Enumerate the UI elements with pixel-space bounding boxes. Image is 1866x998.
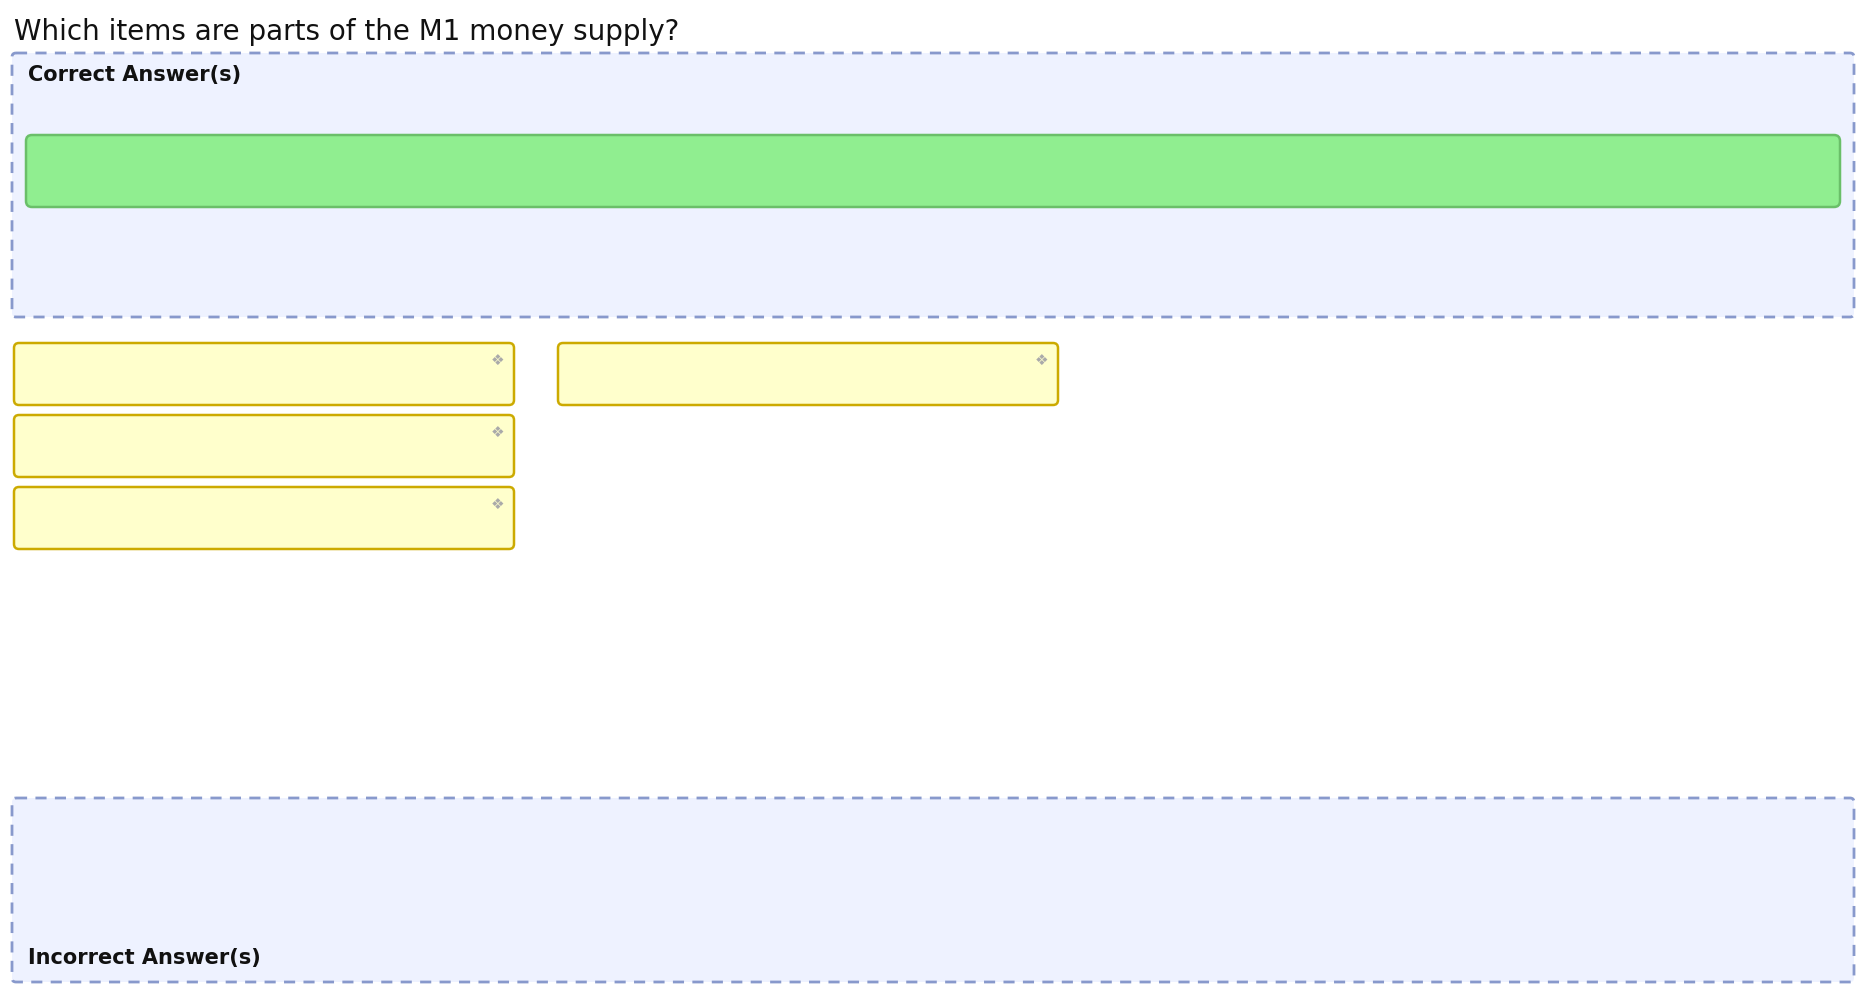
FancyBboxPatch shape	[11, 53, 1855, 317]
FancyBboxPatch shape	[15, 487, 513, 549]
Text: money in checking accounts: money in checking accounts	[577, 362, 933, 386]
Text: ❖: ❖	[1034, 353, 1049, 368]
FancyBboxPatch shape	[26, 135, 1840, 207]
Text: ❖: ❖	[491, 425, 504, 440]
Text: Incorrect Answer(s): Incorrect Answer(s)	[28, 948, 261, 968]
Text: money in savings accounts: money in savings accounts	[32, 434, 371, 458]
FancyBboxPatch shape	[15, 343, 513, 405]
FancyBboxPatch shape	[15, 415, 513, 477]
Text: ❖: ❖	[491, 353, 504, 368]
Text: Correct Answer(s): Correct Answer(s)	[28, 65, 241, 85]
Text: currency: currency	[47, 159, 155, 183]
Text: traveler’s checks: traveler’s checks	[32, 362, 246, 386]
FancyBboxPatch shape	[11, 798, 1855, 982]
Text: Which items are parts of the M1 money supply?: Which items are parts of the M1 money su…	[15, 18, 679, 46]
Text: ❖: ❖	[491, 497, 504, 512]
FancyBboxPatch shape	[558, 343, 1058, 405]
Text: certificates of deposit (CDs): certificates of deposit (CDs)	[32, 506, 381, 530]
